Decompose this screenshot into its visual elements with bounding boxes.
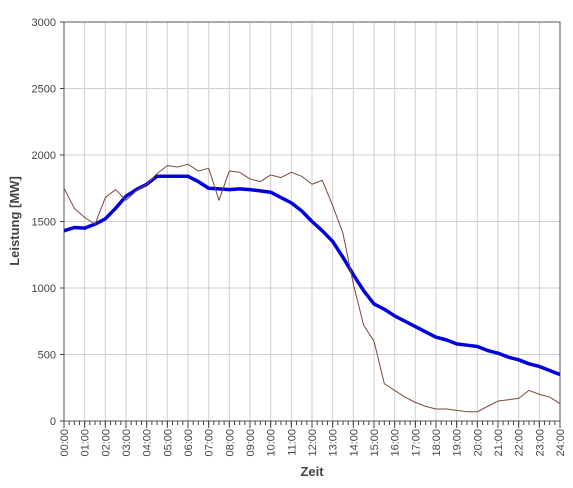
x-tick-label: 15:00 [369, 429, 381, 457]
x-tick-label: 22:00 [514, 429, 526, 457]
x-tick-label: 18:00 [431, 429, 443, 457]
x-tick-label: 07:00 [204, 429, 216, 457]
x-tick-label: 17:00 [410, 429, 422, 457]
x-tick-label: 10:00 [266, 429, 278, 457]
x-tick-label: 02:00 [100, 429, 112, 457]
x-tick-label: 21:00 [493, 429, 505, 457]
y-axis-title: Leistung [MW] [7, 176, 22, 266]
x-tick-label: 13:00 [328, 429, 340, 457]
x-tick-label: 01:00 [80, 429, 92, 457]
x-tick-label: 00:00 [59, 429, 71, 457]
y-tick-label: 500 [38, 350, 56, 362]
x-tick-label: 03:00 [121, 429, 133, 457]
y-tick-label: 1500 [32, 217, 56, 229]
x-tick-label: 12:00 [307, 429, 319, 457]
y-tick-label: 1000 [32, 283, 56, 295]
x-tick-label: 06:00 [183, 429, 195, 457]
x-tick-label: 24:00 [555, 429, 567, 457]
y-tick-label: 3000 [32, 17, 56, 29]
x-tick-label: 05:00 [162, 429, 174, 457]
x-tick-label: 09:00 [245, 429, 257, 457]
y-tick-label: 0 [50, 416, 56, 428]
plot-frame [63, 21, 561, 422]
series-line [63, 163, 561, 413]
x-tick-label: 04:00 [142, 429, 154, 457]
x-tick-label: 16:00 [390, 429, 402, 457]
x-tick-label: 19:00 [452, 429, 464, 457]
x-axis-title: Zeit [300, 464, 324, 479]
x-tick-label: 23:00 [534, 429, 546, 457]
y-tick-label: 2500 [32, 84, 56, 96]
x-tick-label: 08:00 [224, 429, 236, 457]
x-tick-label: 20:00 [472, 429, 484, 457]
x-tick-label: 11:00 [286, 429, 298, 456]
x-tick-label: 14:00 [348, 429, 360, 457]
y-tick-label: 2000 [32, 150, 56, 162]
